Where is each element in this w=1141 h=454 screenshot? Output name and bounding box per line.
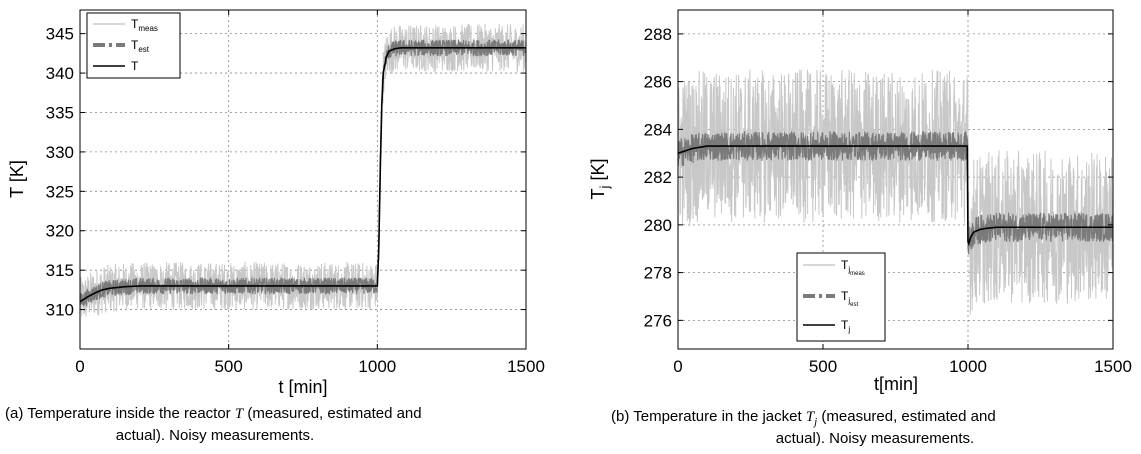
- chart-b-grid: [678, 10, 1113, 349]
- chart-b-legend-label-meas-main: T: [841, 258, 849, 272]
- chart-a-x-tick-label-1: 500: [214, 357, 242, 376]
- chart-b-y-axis-label-main: T: [588, 188, 608, 199]
- chart-b-y-tick-label-3: 282: [644, 168, 672, 187]
- chart-a-x-axis-label: t [min]: [278, 377, 327, 397]
- chart-b-legend-label-est: Tjest: [841, 289, 858, 308]
- chart-a-legend-label-meas-main: T: [131, 17, 139, 31]
- chart-b-caption: (b) Temperature in the jacket Tj (measur…: [611, 408, 996, 428]
- chart-a-ticks: 0 500 1000 1500 310 315 320 325 330 335 340 345: [46, 10, 545, 376]
- chart-b-x-tick-label-3: 1500: [1094, 357, 1132, 376]
- chart-b-series-actual: [677, 145, 1113, 246]
- chart-a-y-tick-label-6: 340: [46, 64, 74, 83]
- chart-a-x-tick-label-2: 1000: [358, 357, 396, 376]
- chart-a-x-tick-label-0: 0: [75, 357, 84, 376]
- chart-b-bands: [677, 69, 1114, 315]
- chart-a-series-est: [79, 39, 527, 307]
- chart-a-grid: [80, 10, 526, 349]
- chart-b-y-axis-label-unit: [K]: [588, 159, 608, 186]
- chart-a-y-tick-label-5: 335: [46, 103, 74, 122]
- chart-a-series-actual: [79, 47, 526, 303]
- chart-b-legend: Tjmeas Tjest Tj: [796, 252, 886, 342]
- chart-a-legend-label-actual: T: [131, 59, 139, 73]
- chart-a-frame: [79, 9, 527, 350]
- chart-a-y-tick-label-4: 330: [46, 143, 74, 162]
- chart-b-caption-line2: actual). Noisy measurements.: [776, 430, 974, 447]
- chart-a-caption-line2: actual). Noisy measurements.: [116, 427, 314, 444]
- chart-a-legend-label-meas-sub: meas: [138, 24, 158, 33]
- chart-a-legend-label-meas: Tmeas: [131, 17, 158, 33]
- chart-b-legend-label-actual-main: T: [841, 318, 849, 332]
- chart-a-lines: [79, 47, 526, 303]
- chart-b-y-axis-label-sub: j: [597, 185, 612, 189]
- chart-a-y-tick-label-7: 345: [46, 25, 74, 44]
- chart-a-legend-label-est: Test: [131, 38, 150, 54]
- chart-b-frame: [677, 9, 1114, 350]
- chart-b-y-tick-label-2: 280: [644, 216, 672, 235]
- chart-a-y-tick-label-2: 320: [46, 222, 74, 241]
- chart-b-legend-label-meas-subsub: meas: [850, 271, 865, 277]
- chart-b-legend-label-actual-sub: j: [847, 325, 850, 334]
- chart-a-bands: [79, 23, 527, 317]
- chart-b-legend-label-est-subsub: est: [850, 302, 858, 308]
- chart-b-legend-label-meas: Tjmeas: [841, 258, 865, 277]
- chart-b-x-tick-label-2: 1000: [949, 357, 987, 376]
- chart-b-y-tick-label-6: 288: [644, 25, 672, 44]
- chart-a-legend-label-est-main: T: [131, 38, 139, 52]
- chart-b-legend-label-meas-sub: j: [847, 265, 850, 274]
- chart-b: 0 500 1000 1500 276 278 280 282 284 286 288 t[min]…: [588, 9, 1132, 447]
- chart-b-ticks: 0 500 1000 1500 276 278 280 282 284 286 288: [644, 10, 1132, 376]
- chart-b-lines: [677, 145, 1113, 246]
- chart-b-x-axis-label: t[min]: [874, 374, 918, 394]
- chart-b-y-tick-label-1: 278: [644, 264, 672, 283]
- chart-b-legend-label-est-sub: j: [847, 296, 850, 305]
- chart-b-y-axis-label: Tj [K]: [588, 159, 612, 200]
- chart-b-x-tick-label-1: 500: [809, 357, 837, 376]
- chart-a-y-tick-label-3: 325: [46, 182, 74, 201]
- chart-a-legend: Tmeas Test T: [86, 12, 181, 79]
- chart-b-y-tick-label-4: 284: [644, 120, 672, 139]
- chart-a-x-tick-label-3: 1500: [507, 357, 545, 376]
- chart-a-y-axis-label: T [K]: [7, 160, 27, 198]
- chart-a-caption: (a) Temperature inside the reactor T (me…: [5, 405, 422, 422]
- chart-b-legend-label-est-main: T: [841, 289, 849, 303]
- chart-a-y-tick-label-1: 315: [46, 261, 74, 280]
- chart-b-series-est: [677, 131, 1114, 255]
- chart-a-legend-label-est-sub: est: [138, 45, 149, 54]
- chart-b-x-tick-label-0: 0: [673, 357, 682, 376]
- chart-a-y-tick-label-0: 310: [46, 301, 74, 320]
- chart-a: 0 500 1000 1500 310 315 320 325 330 335 340 345 t […: [5, 9, 545, 444]
- chart-b-y-tick-label-5: 286: [644, 73, 672, 92]
- chart-b-y-tick-label-0: 276: [644, 311, 672, 330]
- chart-b-series-meas: [677, 69, 1114, 315]
- chart-b-legend-label-actual: Tj: [841, 318, 850, 334]
